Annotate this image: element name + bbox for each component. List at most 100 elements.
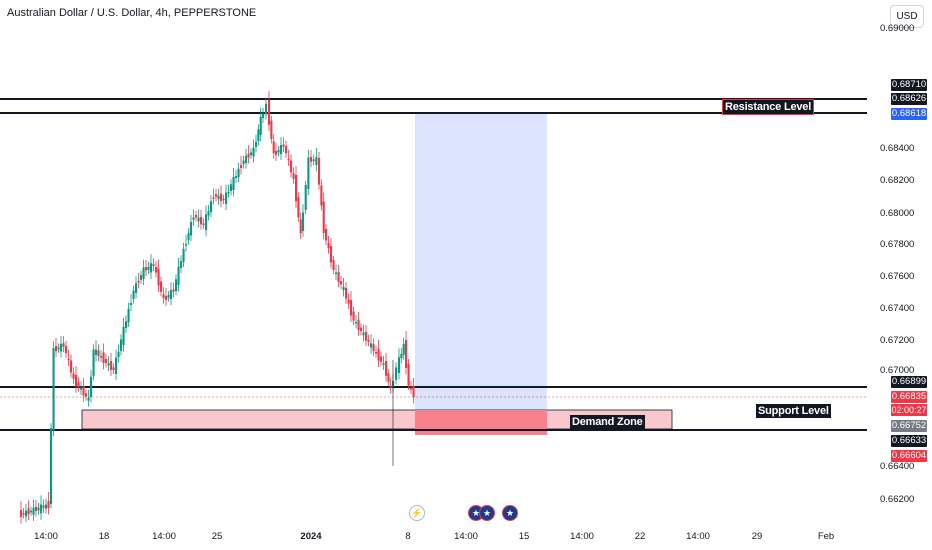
candle-body [342, 287, 345, 290]
price-label-support-lower: 0.66633 [891, 435, 927, 447]
candle-body [72, 373, 75, 379]
time-tick: 29 [751, 531, 763, 542]
candle-body [410, 388, 413, 390]
candle-body [40, 504, 43, 514]
candle-body [207, 211, 210, 216]
candle-body [85, 393, 88, 397]
candle-body [257, 129, 260, 141]
candle-body [382, 363, 385, 365]
us-flag-icon[interactable]: ★ [502, 505, 518, 521]
candle-body [175, 279, 178, 291]
candle-body [337, 272, 340, 282]
candle-body [335, 272, 338, 275]
candle-body [225, 192, 228, 204]
candle-body [312, 159, 315, 161]
candle-body [322, 201, 325, 233]
candle-body [350, 300, 353, 316]
candle-body [398, 357, 401, 373]
candle-body [320, 185, 323, 206]
candle-body [387, 373, 390, 382]
price-tick: 0.68400 [880, 143, 915, 154]
candle-body [357, 319, 360, 330]
candle-body [412, 386, 415, 398]
stop-zone [415, 410, 547, 435]
candle-body [355, 321, 358, 324]
candle-body [362, 332, 365, 336]
candle-body [272, 141, 275, 154]
candle-body [297, 197, 300, 218]
candle-body [202, 223, 205, 225]
candle-body [187, 233, 190, 241]
bar-countdown: 02:00:27 [891, 404, 927, 416]
chart-title: Australian Dollar / U.S. Dollar, 4h, PEP… [7, 7, 257, 19]
demand-zone-label[interactable]: Demand Zone [570, 415, 645, 429]
price-tick: 0.67600 [880, 271, 915, 282]
candle-body [252, 147, 255, 157]
candle-body [80, 388, 83, 390]
candle-body [255, 141, 258, 147]
price-tick: 0.67400 [880, 303, 915, 314]
candle-body [402, 343, 405, 355]
candle-body [282, 144, 285, 147]
candle-body [299, 219, 302, 234]
price-tick: 0.68200 [880, 175, 915, 186]
candle-body [240, 165, 243, 168]
time-tick: 14:00 [454, 531, 478, 542]
candle-body [82, 386, 85, 396]
currency-button[interactable]: USD [890, 5, 924, 28]
candle-body [275, 151, 278, 155]
candle-body [325, 229, 328, 241]
candle-body [250, 152, 253, 155]
price-label-resistance-high: 0.68710 [891, 79, 927, 91]
candle-body [87, 397, 90, 401]
candle-body [115, 357, 118, 374]
candle-body [182, 248, 185, 262]
candle-body [227, 191, 230, 194]
candle-body [120, 339, 123, 351]
candle-body [232, 177, 235, 190]
candle-body [405, 340, 408, 368]
candle-body [195, 215, 198, 218]
time-tick: 15 [518, 531, 530, 542]
time-tick: Feb [817, 531, 835, 542]
candle-body [65, 346, 68, 354]
candle-body [170, 290, 173, 299]
candle-body [265, 103, 268, 115]
candle-body [55, 346, 58, 352]
time-tick: 8 [405, 531, 411, 542]
price-label-target: 0.68618 [891, 108, 927, 120]
time-tick: 14:00 [686, 531, 710, 542]
candle-body [142, 267, 145, 279]
projection-box [415, 113, 547, 411]
lightning-icon[interactable]: ⚡ [409, 505, 425, 521]
resistance-level-label[interactable]: Resistance Level [722, 99, 815, 115]
candle-body [400, 353, 403, 359]
candle-body [365, 332, 368, 341]
candle-body [57, 347, 60, 349]
candle-body [125, 321, 128, 328]
candle-body [165, 296, 168, 300]
candle-body [287, 158, 290, 161]
support-level-label[interactable]: Support Level [756, 404, 831, 418]
candle-body [20, 510, 23, 518]
candle-body [302, 212, 305, 231]
candle-body [192, 217, 195, 220]
candle-body [145, 267, 148, 271]
candle-body [112, 367, 115, 370]
candle-body [45, 504, 48, 509]
candle-body [280, 145, 283, 154]
candle-body [345, 288, 348, 299]
candle-body [77, 382, 80, 388]
candle-body [52, 348, 55, 431]
candle-body [310, 157, 313, 162]
candle-body [155, 267, 158, 273]
us-flag-icon[interactable]: ★ [479, 505, 495, 521]
candle-body [247, 153, 250, 158]
candle-body [92, 349, 95, 376]
candle-body [70, 360, 73, 373]
price-label-resistance-upper: 0.68626 [891, 93, 927, 105]
candle-body [185, 244, 188, 246]
candle-body [395, 367, 398, 380]
candle-body [105, 359, 108, 364]
